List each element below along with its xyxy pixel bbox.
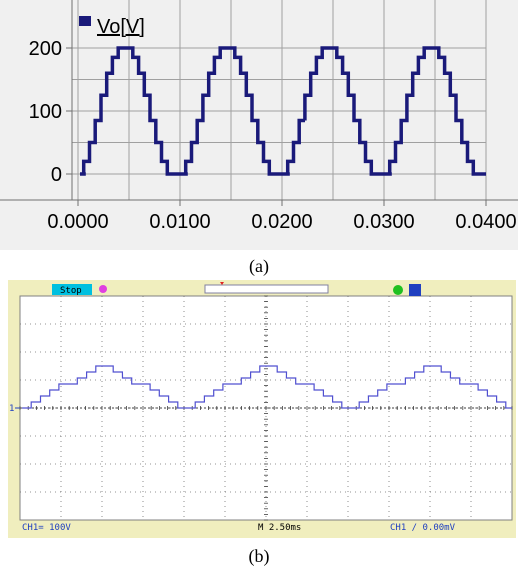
scope-grid [19, 295, 513, 521]
run-icon [393, 285, 403, 295]
caption-a: (a) [249, 256, 269, 276]
timebase: M 2.50ms [258, 523, 301, 533]
trigger-position-icon [220, 282, 224, 285]
chart-a-ytick-label: 0 [51, 164, 62, 186]
chart-a-xtick-label: 0.0000 [47, 211, 108, 233]
memory-bar-icon [204, 284, 329, 294]
chart-a-xtick-label: 0.0100 [149, 211, 210, 233]
chart-a-x-ticks: 0.0000 0.0100 0.0200 0.0300 0.0400 [47, 200, 517, 233]
ch1-scale: CH1= 100V [22, 523, 71, 533]
caption-b: (b) [248, 546, 270, 566]
chart-a: 0 100 200 0.0000 0.0100 0.0200 0.0300 0.0400 V… [0, 0, 518, 250]
chart-a-ytick-label: 200 [29, 38, 62, 60]
chart-a-ytick-label: 100 [29, 101, 62, 123]
legend-label: Vo[V] [97, 16, 145, 38]
chart-a-series-vo [80, 46, 486, 176]
scope-trace-ch1 [22, 365, 512, 409]
trigger-setting: CH1 ∕ 0.00mV [390, 523, 456, 533]
scope-footer: CH1= 100V M 2.50ms CH1 ∕ 0.00mV [22, 523, 456, 533]
status-text: Stop [60, 286, 82, 296]
probe-icon [99, 285, 107, 293]
legend-swatch [79, 16, 91, 26]
chart-a-y-ticks: 0 100 200 [29, 38, 72, 186]
chart-a-legend: Vo[V] [79, 16, 145, 38]
scope-topbar: Stop [52, 282, 421, 296]
save-icon [409, 284, 421, 296]
status-badge [52, 284, 92, 295]
chart-a-xtick-label: 0.0400 [455, 211, 516, 233]
chart-b: Stop 1 CH1= 100V M 2.50ms CH1 ∕ 0.00mV [8, 280, 516, 538]
ground-marker: 1 [9, 404, 14, 414]
chart-a-xtick-label: 0.0200 [251, 211, 312, 233]
chart-a-xtick-label: 0.0300 [353, 211, 414, 233]
